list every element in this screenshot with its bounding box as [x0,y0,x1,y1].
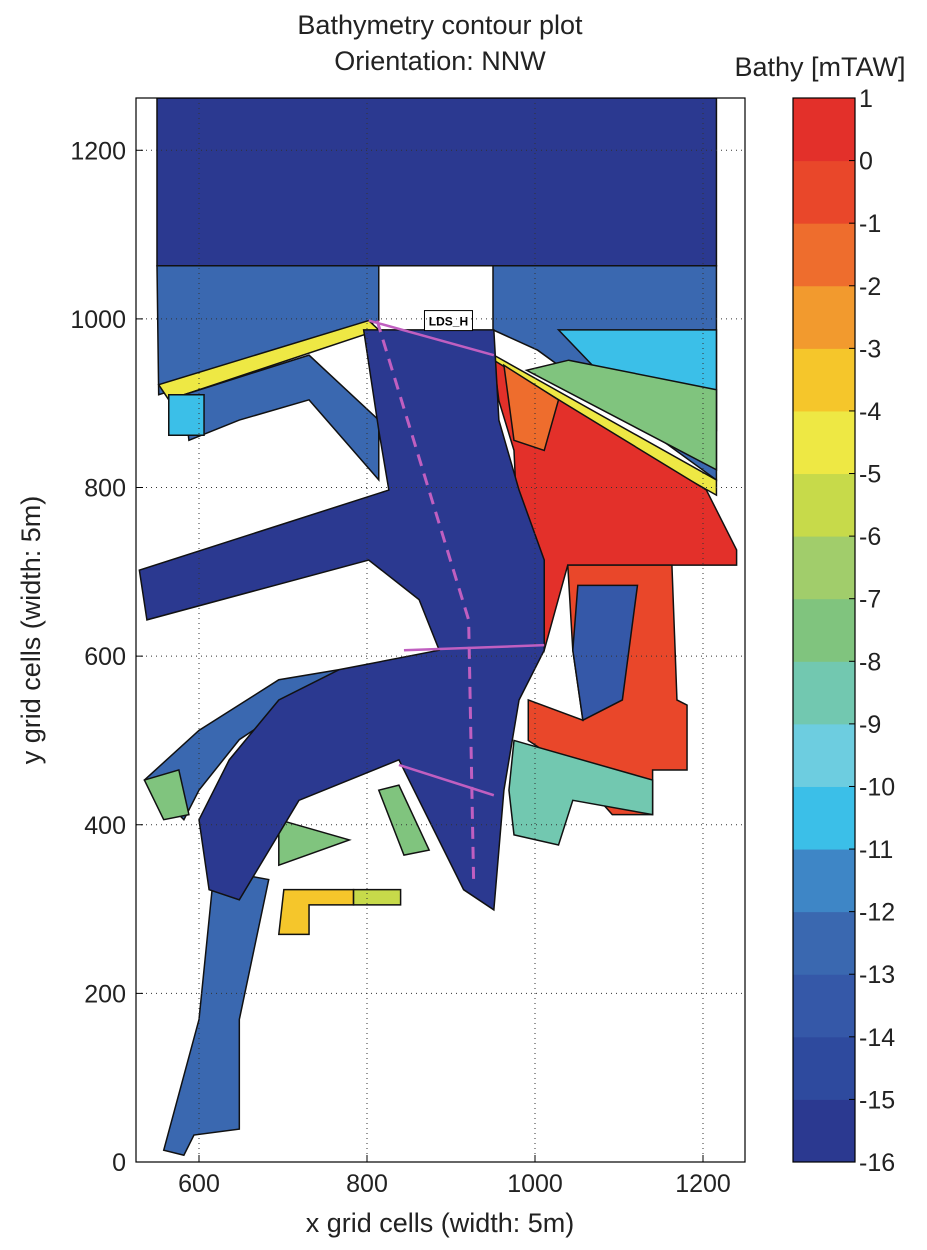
colorbar-tick-label: -9 [859,711,881,739]
colorbar-segment [793,98,855,161]
depth-region [279,820,350,866]
x-tick-label: 1000 [507,1170,563,1198]
colorbar-tick-label: 0 [859,148,873,176]
colorbar-segment [793,161,855,224]
colorbar-segment [793,849,855,912]
depth-region [354,890,401,905]
colorbar-segment [793,661,855,724]
colorbar-label: Bathy [mTAW] [734,52,905,82]
depth-region [279,890,354,935]
y-tick-label: 600 [84,643,126,671]
colorbar-tick-label: -6 [859,523,881,551]
colorbar-tick-label: -5 [859,461,881,489]
colorbar-tick-label: -8 [859,648,881,676]
colorbar-segment [793,348,855,411]
chart-subtitle: Orientation: NNW [334,46,546,76]
colorbar-segment [793,474,855,537]
colorbar-segment [793,286,855,349]
colorbar-tick-label: -16 [859,1149,895,1177]
colorbar-tick-label: -13 [859,961,895,989]
annotation: LDS_H [429,315,468,329]
colorbar-segment [793,1037,855,1100]
colorbar-segment [793,1099,855,1162]
colorbar-segment [793,974,855,1037]
x-tick-label: 800 [346,1170,388,1198]
y-tick-label: 0 [112,1149,126,1177]
x-tick-label: 1200 [675,1170,731,1198]
chart-title: Bathymetry contour plot [297,10,583,40]
y-tick-label: 200 [84,980,126,1008]
depth-region [164,869,269,1155]
y-tick-label: 800 [84,475,126,503]
colorbar-segment [793,599,855,662]
colorbar-segment [793,786,855,849]
plot-area [139,98,736,1155]
chart: Bathymetry contour plot Orientation: NNW… [0,0,927,1245]
colorbar-tick-label: -4 [859,398,881,426]
colorbar-tick-label: -3 [859,335,881,363]
colorbar-tick-label: -14 [859,1024,895,1052]
colorbar-segment [793,223,855,286]
colorbar-tick-label: -12 [859,899,895,927]
colorbar-tick-label: 1 [859,85,873,113]
y-axis-label: y grid cells (width: 5m) [16,496,46,765]
y-tick-label: 1000 [70,306,126,334]
colorbar-segment [793,912,855,975]
y-tick-label: 400 [84,812,126,840]
colorbar-segment [793,724,855,787]
depth-region [157,98,716,266]
depth-region [169,395,204,435]
colorbar-tick-label: -7 [859,586,881,614]
x-tick-label: 600 [178,1170,220,1198]
y-tick-label: 1200 [70,137,126,165]
colorbar-tick-label: -2 [859,273,881,301]
colorbar-tick-label: -11 [859,836,893,864]
colorbar-segment [793,411,855,474]
colorbar-tick-label: -1 [859,210,881,238]
colorbar-tick-label: -15 [859,1086,895,1114]
x-axis-label: x grid cells (width: 5m) [306,1208,575,1238]
colorbar-tick-label: -10 [859,773,895,801]
colorbar-segment [793,536,855,599]
